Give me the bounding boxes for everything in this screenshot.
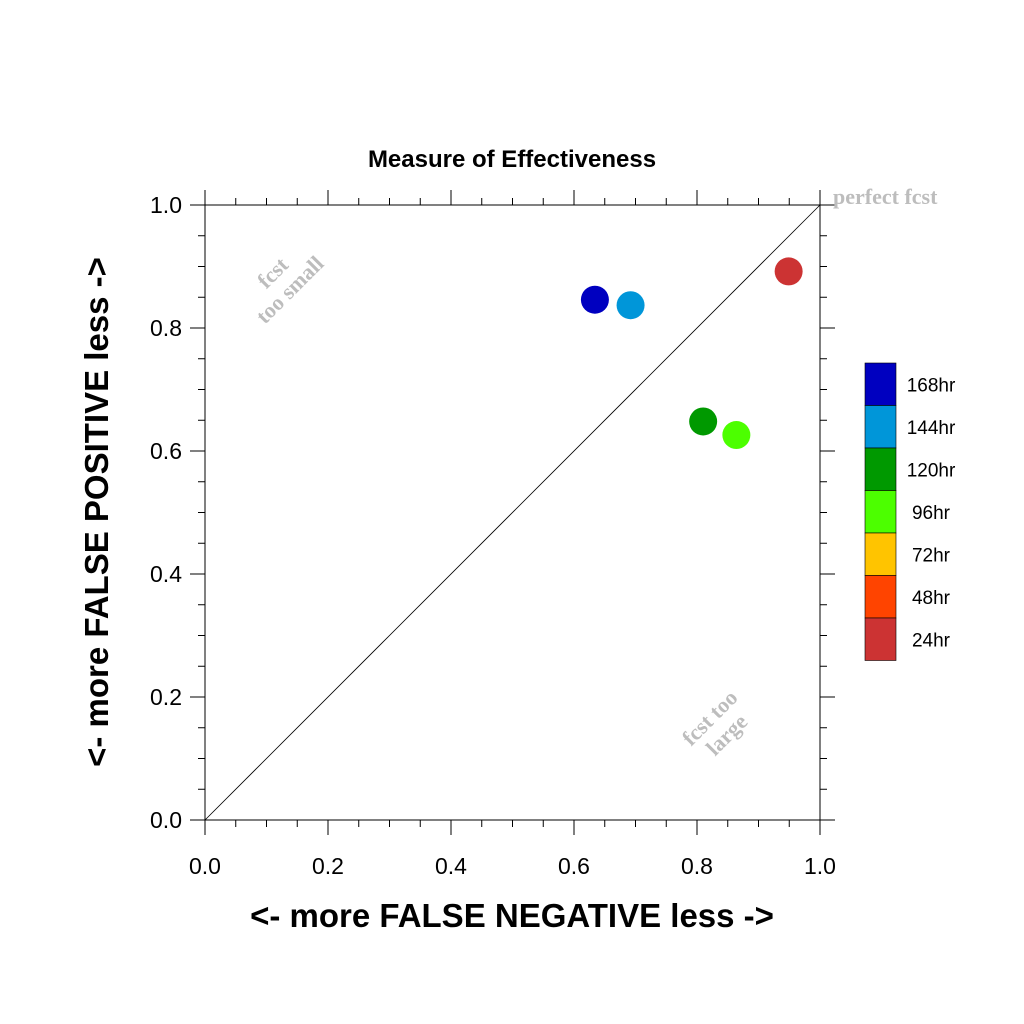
x-tick-label: 0.4 — [435, 853, 467, 879]
legend-label-168hr: 168hr — [907, 375, 956, 396]
legend-label-48hr: 48hr — [912, 588, 951, 609]
y-tick-label: 0.2 — [150, 684, 182, 710]
legend-swatch-24hr — [864, 617, 897, 661]
y-tick-label: 0.4 — [150, 561, 182, 587]
x-tick-label: 0.8 — [681, 853, 713, 879]
y-tick-label: 0.6 — [150, 438, 182, 464]
legend-label-120hr: 120hr — [907, 460, 956, 481]
legend-label-72hr: 72hr — [912, 545, 951, 566]
data-point-168hr — [580, 285, 609, 314]
legend-label-96hr: 96hr — [912, 503, 951, 524]
legend-swatch-168hr — [864, 362, 897, 406]
x-tick-label: 0.0 — [189, 853, 221, 879]
legend-label-24hr: 24hr — [912, 630, 951, 651]
y-tick-label: 0.8 — [150, 315, 182, 341]
x-tick-label: 0.6 — [558, 853, 590, 879]
x-tick-label: 0.2 — [312, 853, 344, 879]
too-small-line-2: too small — [251, 251, 329, 329]
data-point-96hr — [722, 421, 751, 450]
data-point-120hr — [689, 407, 718, 436]
diagonal-line — [204, 204, 821, 821]
legend-swatch-144hr — [864, 405, 897, 449]
y-axis-label: <- more FALSE POSITIVE less -> — [78, 257, 115, 767]
legend: 168hr 144hr 120hr 96hr 72hr 48hr 24hr — [864, 362, 956, 661]
y-tick-label: 1.0 — [150, 192, 182, 218]
perfect-forecast-annotation: perfect fcst — [833, 184, 938, 209]
legend-swatch-120hr — [864, 447, 897, 491]
legend-label-144hr: 144hr — [907, 418, 956, 439]
data-point-144hr — [616, 291, 645, 320]
x-tick-label: 1.0 — [804, 853, 836, 879]
data-point-24hr — [774, 257, 803, 286]
chart-title: Measure of Effectiveness — [368, 146, 656, 173]
legend-swatch-48hr — [864, 575, 897, 619]
legend-swatch-96hr — [864, 490, 897, 534]
x-axis-label: <- more FALSE NEGATIVE less -> — [250, 897, 774, 934]
legend-swatch-72hr — [864, 532, 897, 576]
plot-area: 0.0 0.0 0.2 0.2 0.4 0.4 0.6 0.6 0.8 0.8 1.0 1.0 perf… — [150, 184, 938, 879]
y-tick-label: 0.0 — [150, 807, 182, 833]
